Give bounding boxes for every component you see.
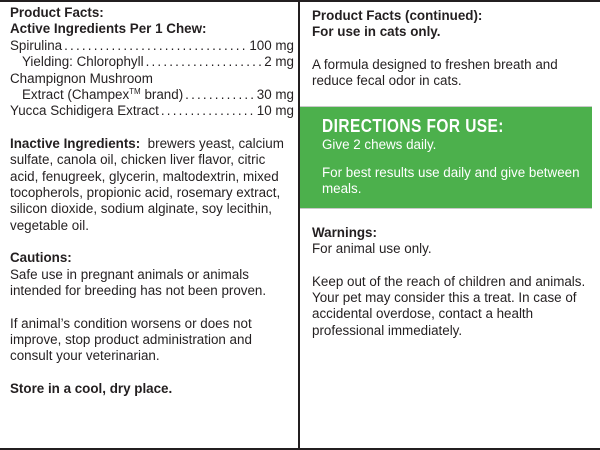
cautions-heading: Cautions: [10,250,72,266]
ingredient-name: Yielding: Chlorophyll [22,54,144,70]
spacer [10,300,294,316]
right-panel: Product Facts (continued): For use in ca… [300,2,600,448]
warnings-text: For animal use only. [312,241,432,257]
directions-line-1: Give 2 chews daily. [322,136,437,152]
spacer [10,365,294,381]
right-panel-bottom: Warnings: For animal use only. Keep out … [300,209,592,339]
spacer [322,153,582,165]
right-panel-top: Product Facts (continued): For use in ca… [300,8,592,90]
ingredient-name: Champignon Mushroom [10,70,153,86]
ingredient-amount: 10 mg [256,103,294,119]
use-in-cats-heading: For use in cats only. [312,24,441,40]
warnings-text-continued: Keep out of the reach of children and an… [312,273,586,338]
directions-line-2: For best results use daily and give betw… [322,165,580,197]
spacer [312,209,592,225]
ingredient-row-chlorophyll: Yielding: Chlorophyll ..................… [10,54,294,70]
dot-leader: .................................... [64,37,247,53]
active-ingredients-heading: Active Ingredients Per 1 Chew: [10,21,207,37]
ingredient-row-spirulina: Spirulina ..............................… [10,38,294,54]
dot-leader: .................................... [185,87,254,103]
ingredient-name: Spirulina [10,37,63,53]
product-facts-heading: Product Facts: [10,5,104,20]
ingredient-name-part: brand) [140,87,184,103]
ingredient-row-yucca: Yucca Schidigera Extract ...............… [10,103,294,119]
dot-leader: .................................... [160,103,254,119]
directions-title: DIRECTIONS FOR USE: [322,115,504,136]
ingredient-amount: 100 mg [249,37,294,53]
inactive-ingredients: Inactive Ingredients: brewers yeast, cal… [10,136,294,234]
ingredient-amount: 30 mg [256,87,294,103]
left-panel: Product Facts: Active Ingredients Per 1 … [0,2,300,448]
ingredient-name: Extract (ChampexTM brand) [22,87,183,103]
spacer [10,120,294,136]
product-description: A formula designed to freshen breath and… [312,56,558,89]
ingredient-row-champignon: Champignon Mushroom [10,71,294,87]
storage-instructions: Store in a cool, dry place. [10,380,173,396]
spacer [312,258,592,274]
spacer [10,234,294,250]
directions-box: DIRECTIONS FOR USE: Give 2 chews daily. … [300,105,592,209]
product-facts-continued-heading: Product Facts (continued): [312,8,483,23]
cautions-text: Safe use in pregnant animals or animals … [10,266,267,299]
inactive-ingredients-text: brewers yeast, calcium sulfate, canola o… [10,135,284,233]
ingredient-name: Yucca Schidigera Extract [10,103,159,119]
ingredient-name-part: Extract (Champex [22,87,130,103]
trademark-mark: TM [129,87,141,97]
dot-leader: .................................... [145,54,262,70]
cautions-text-continued: If animal’s condition worsens or does no… [10,315,252,364]
ingredient-amount: 2 mg [264,54,294,70]
warnings-heading: Warnings: [312,224,377,240]
inactive-ingredients-label: Inactive Ingredients: [10,135,141,151]
ingredient-row-champex: Extract (ChampexTM brand) ..............… [10,87,294,103]
spacer [312,41,592,57]
